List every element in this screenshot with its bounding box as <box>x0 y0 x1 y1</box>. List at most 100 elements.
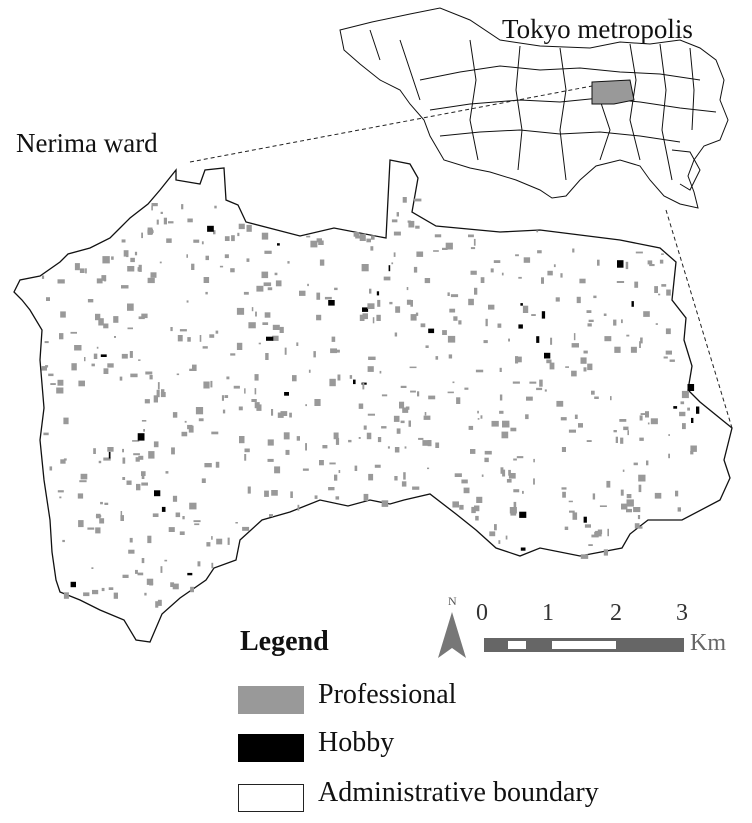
professional-parcel <box>626 334 630 337</box>
professional-parcel <box>679 411 686 417</box>
hobby-parcel <box>266 336 274 341</box>
professional-parcel <box>508 469 511 476</box>
legend-title: Legend <box>240 626 329 657</box>
professional-parcel <box>267 287 273 291</box>
hobby-parcel <box>108 451 111 459</box>
professional-parcel <box>493 260 501 263</box>
professional-parcel <box>399 401 405 409</box>
professional-parcel <box>626 508 632 513</box>
professional-parcel <box>83 592 90 597</box>
professional-parcel <box>586 310 592 313</box>
professional-parcel <box>450 294 459 298</box>
professional-parcel <box>145 371 153 375</box>
professional-parcel <box>141 558 145 564</box>
professional-parcel <box>98 460 102 464</box>
professional-parcel <box>256 285 264 292</box>
professional-parcel <box>285 449 290 455</box>
professional-parcel <box>171 447 175 455</box>
professional-parcel <box>235 522 238 524</box>
professional-parcel <box>141 232 143 239</box>
professional-parcel <box>647 422 650 425</box>
professional-parcel <box>335 437 340 445</box>
professional-parcel <box>499 394 503 401</box>
professional-parcel <box>329 378 336 387</box>
professional-parcel <box>136 483 141 491</box>
professional-parcel <box>335 496 340 500</box>
professional-parcel <box>614 346 621 353</box>
professional-parcel <box>127 303 134 311</box>
professional-parcel <box>553 264 556 268</box>
professional-parcel <box>219 265 224 268</box>
professional-parcel <box>44 341 49 344</box>
professional-parcel <box>279 326 284 333</box>
professional-parcel <box>394 447 400 453</box>
professional-parcel <box>573 333 576 341</box>
professional-parcel <box>187 337 191 342</box>
legend-label: Professional <box>318 679 457 710</box>
professional-parcel <box>151 203 158 207</box>
professional-parcel <box>544 389 547 392</box>
scale-tick-3: 3 <box>676 600 688 626</box>
professional-parcel <box>248 322 256 329</box>
professional-parcel <box>63 592 69 599</box>
professional-parcel <box>377 299 381 307</box>
professional-parcel <box>362 313 368 320</box>
professional-parcel <box>331 336 336 342</box>
hobby-parcel <box>541 311 546 319</box>
professional-parcel <box>449 308 456 313</box>
professional-parcel <box>681 390 689 399</box>
professional-parcel <box>584 524 591 528</box>
professional-parcel <box>518 276 522 279</box>
professional-parcel <box>665 328 671 335</box>
professional-parcel <box>84 357 86 362</box>
professional-parcel <box>587 323 592 327</box>
scale-unit: Km <box>690 630 726 656</box>
professional-parcel <box>314 495 318 499</box>
professional-parcel <box>427 467 430 470</box>
professional-parcel <box>354 465 358 471</box>
professional-parcel <box>374 464 381 468</box>
professional-parcel <box>410 300 413 307</box>
professional-parcel <box>179 531 185 535</box>
professional-parcel <box>199 335 202 342</box>
professional-parcel <box>488 304 495 310</box>
professional-parcel <box>203 381 210 389</box>
professional-parcel <box>394 332 398 337</box>
professional-parcel <box>417 391 420 397</box>
professional-parcel <box>513 501 517 507</box>
professional-parcel <box>96 346 99 349</box>
professional-parcel <box>475 369 484 373</box>
professional-parcel <box>483 340 488 344</box>
professional-parcel <box>246 224 252 232</box>
professional-parcel <box>603 549 608 556</box>
professional-parcel <box>236 307 245 315</box>
professional-parcel <box>468 298 474 306</box>
professional-parcel <box>665 350 672 355</box>
boundary-swatch <box>238 784 304 812</box>
professional-parcel <box>379 370 382 374</box>
professional-parcel <box>454 473 462 477</box>
professional-parcel <box>578 423 583 428</box>
professional-parcel <box>371 235 375 240</box>
professional-parcel <box>130 257 135 263</box>
professional-parcel <box>119 376 123 381</box>
professional-parcel <box>510 427 517 432</box>
professional-parcel <box>505 535 508 540</box>
professional-parcel <box>571 343 579 348</box>
professional-parcel <box>126 480 132 485</box>
professional-parcel <box>251 399 257 402</box>
hobby-parcel <box>362 307 369 312</box>
professional-parcel <box>613 319 617 326</box>
professional-parcel <box>533 458 535 463</box>
professional-parcel <box>425 345 429 348</box>
professional-parcel <box>510 511 517 516</box>
professional-parcel <box>141 471 146 476</box>
scale-tick-0: 0 <box>476 600 488 626</box>
professional-parcel <box>634 281 639 288</box>
hobby-parcel <box>583 516 587 523</box>
professional-parcel <box>490 268 494 273</box>
professional-parcel <box>569 510 575 513</box>
professional-parcel <box>508 338 510 342</box>
professional-parcel <box>141 482 148 486</box>
professional-parcel <box>157 599 162 606</box>
